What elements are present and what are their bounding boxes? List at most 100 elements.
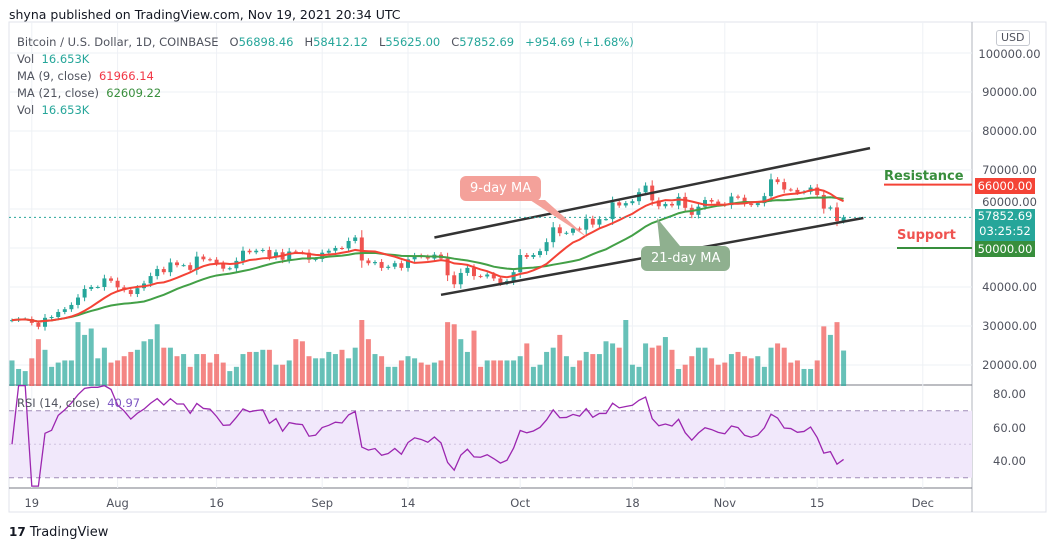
time-tick-label: 14: [400, 496, 416, 510]
logo-icon: 17: [9, 525, 26, 539]
candle-body: [95, 287, 100, 288]
candle-body: [788, 189, 793, 191]
volume-bar: [9, 360, 15, 386]
volume-bar: [214, 354, 220, 386]
low-label: L: [378, 35, 386, 49]
volume-bar: [530, 366, 536, 386]
candle-body: [623, 203, 628, 206]
volume-bar: [649, 347, 655, 386]
volume-bar: [95, 358, 101, 386]
volume-bar: [458, 339, 464, 386]
volume-bar: [761, 366, 767, 386]
candle-body: [155, 269, 160, 277]
volume-bar: [755, 356, 761, 386]
volume-bar: [62, 360, 68, 386]
candle-body: [201, 256, 206, 260]
ma9-callout-pointer: [530, 200, 588, 238]
candle-body: [353, 237, 358, 241]
volume-bar: [511, 360, 517, 386]
open-label: O: [229, 35, 239, 49]
candle-body: [49, 317, 54, 319]
volume-bar: [101, 347, 107, 386]
close-label: C: [451, 35, 460, 49]
candle-body: [835, 207, 839, 222]
volume-bar: [207, 362, 213, 386]
candle-body: [69, 304, 74, 310]
volume-bar: [590, 354, 596, 386]
candle-body: [188, 265, 193, 270]
volume-bar: [715, 364, 721, 386]
candle-body: [571, 228, 575, 233]
volume-bar: [115, 360, 121, 386]
volume-bar: [596, 354, 602, 386]
candle-body: [531, 255, 536, 257]
rsi-label: RSI (14, close): [17, 396, 100, 410]
candle-body: [82, 288, 87, 298]
upper-channel-trendline: [434, 146, 871, 239]
volume-bar: [577, 360, 583, 386]
candle-body: [610, 202, 615, 220]
candle-body: [683, 196, 688, 208]
volume-bar: [22, 371, 28, 386]
volume-bar: [695, 347, 701, 386]
volume-bar: [148, 339, 154, 386]
open-value: 56898.46: [238, 35, 294, 49]
volume-bar: [735, 351, 741, 386]
logo-text: TradingView: [29, 525, 109, 540]
candle-body: [234, 260, 239, 269]
volume-bar: [200, 354, 206, 386]
candle-body: [373, 262, 377, 264]
candle-body: [392, 263, 397, 267]
volume-bar: [379, 356, 385, 386]
price-tick-label: 20000.00: [982, 358, 1037, 372]
volume-bar: [174, 356, 180, 386]
price-tick-label: 80000.00: [982, 124, 1037, 138]
volume-bar: [299, 341, 305, 386]
ma21-label: MA (21, close): [17, 86, 99, 100]
legend-vol[interactable]: Vol 16.653K: [17, 52, 89, 66]
candle-body: [465, 267, 470, 273]
volume-bar: [814, 360, 820, 386]
candle-body: [406, 259, 410, 268]
last-price: 57852.69: [977, 209, 1033, 223]
volume-bar: [75, 322, 81, 386]
publish-line: shyna published on TradingView.com, Nov …: [9, 7, 401, 22]
legend-ma21[interactable]: MA (21, close) 62609.22: [17, 86, 161, 100]
candle-body: [445, 258, 450, 276]
rsi-line: [11, 384, 844, 487]
volume-bar: [339, 349, 345, 386]
candle-body: [346, 240, 351, 249]
high-label: H: [304, 35, 314, 49]
candle-body: [524, 255, 529, 257]
candle-body: [366, 260, 371, 264]
volume-bar: [504, 360, 510, 386]
volume-bar: [629, 364, 635, 386]
ma9-label: MA (9, close): [17, 69, 92, 83]
candle-body: [630, 201, 635, 204]
candle-body: [775, 179, 780, 183]
candle-body: [821, 194, 826, 209]
candle-body: [604, 219, 608, 221]
symbol-name[interactable]: Bitcoin / U.S. Dollar, 1D, COINBASE: [17, 35, 219, 49]
volume-bar: [352, 347, 358, 386]
volume-bar: [676, 368, 682, 386]
candle-body: [749, 203, 754, 206]
candle-body: [841, 217, 846, 222]
currency-button[interactable]: USD: [996, 30, 1030, 46]
volume-bar: [49, 366, 55, 386]
legend-rsi[interactable]: RSI (14, close) 40.97: [17, 396, 140, 410]
candle-body: [736, 196, 740, 198]
candle-body: [564, 232, 569, 234]
volume-bar: [748, 358, 754, 386]
tradingview-logo[interactable]: 17 TradingView: [9, 525, 108, 540]
volume-bar: [372, 354, 378, 386]
candle-body: [815, 187, 820, 195]
legend-ma9[interactable]: MA (9, close) 61966.14: [17, 69, 154, 83]
legend-vol-2[interactable]: Vol 16.653K: [17, 103, 89, 117]
volume-bar: [808, 368, 814, 386]
candle-body: [742, 197, 747, 204]
rsi-tick-label: 60.00: [993, 420, 1026, 435]
volume-bar: [537, 364, 543, 386]
